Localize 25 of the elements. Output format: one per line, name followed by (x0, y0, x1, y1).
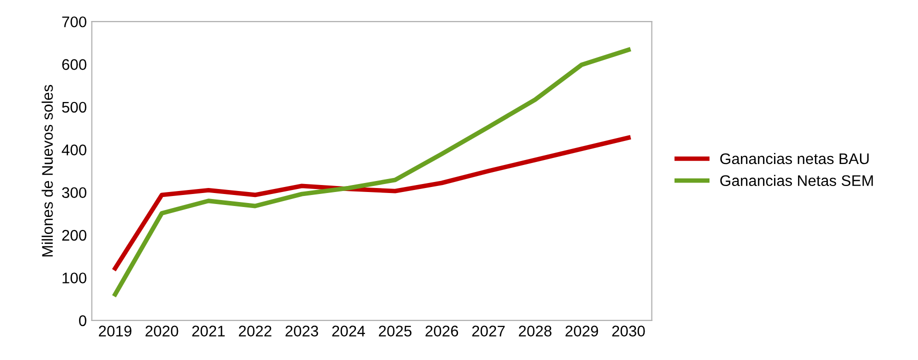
y-tick-label: 500 (62, 102, 86, 113)
x-tick-label: 2029 (566, 326, 598, 336)
x-tick-label: 2025 (378, 326, 412, 336)
x-tick-label: 2027 (472, 326, 505, 336)
y-tick-label: 0 (79, 315, 86, 326)
x-tick-label: 2028 (518, 326, 552, 336)
x-tick-label: 2020 (146, 326, 178, 336)
y-tick-label: 200 (62, 230, 86, 241)
y-tick-label: 300 (62, 187, 86, 198)
x-tick-label: 2026 (426, 326, 458, 336)
x-tick-label: 2021 (192, 326, 225, 336)
y-axis-title: Millones de Nuevos soles (42, 84, 53, 256)
y-tick-label: 400 (62, 144, 86, 156)
x-tick-label: 2019 (98, 326, 132, 336)
legend-label: Ganancias netas BAU (720, 152, 869, 164)
x-tick-label: 2024 (332, 326, 366, 336)
x-tick-label: 2022 (238, 326, 272, 336)
y-tick-label: 100 (62, 272, 86, 284)
line-series (112, 135, 631, 271)
x-tick-label: 2023 (286, 326, 318, 336)
line-series (112, 48, 631, 297)
y-tick-label: 600 (62, 59, 86, 70)
legend-label: Ganancias Netas SEM (720, 174, 873, 186)
x-tick-label: 2030 (612, 326, 645, 336)
y-tick-label: 700 (62, 16, 86, 28)
